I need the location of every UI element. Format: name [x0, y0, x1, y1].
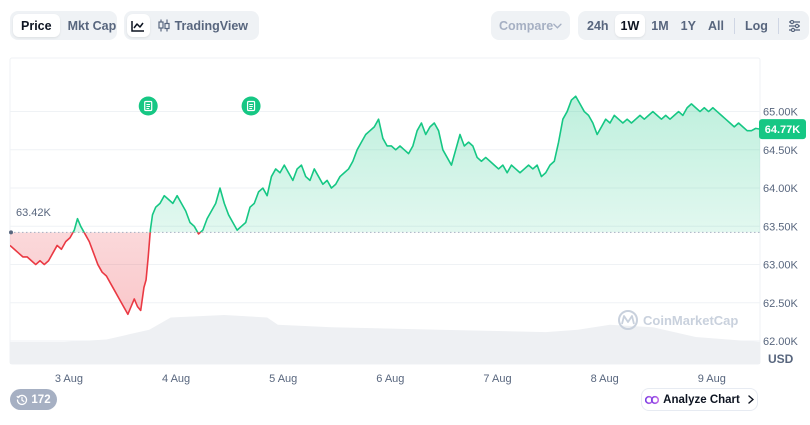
range-1y[interactable]: 1Y: [680, 18, 696, 33]
news-document-icon[interactable]: [138, 96, 158, 116]
settings-sliders-icon: [788, 19, 800, 32]
open-price-baseline: [9, 230, 760, 235]
chevron-down-icon: [553, 23, 562, 29]
toolbar-divider: [733, 17, 735, 34]
y-axis-labels: 65.00K 64.50K 64.00K 63.50K 63.00K 62.50K 62.0…: [763, 107, 799, 348]
views-badge[interactable]: 172: [10, 389, 57, 410]
y-tick-label: 65.00K: [763, 107, 799, 119]
price-area-fills: [10, 96, 760, 315]
settings-button[interactable]: [783, 14, 806, 37]
x-tick-label: 3 Aug: [55, 373, 83, 385]
range-24h[interactable]: 24h: [587, 18, 609, 33]
event-marker-page: [144, 100, 153, 112]
compare-dropdown[interactable]: Compare: [491, 11, 570, 40]
analyze-chart-label: Analyze Chart: [663, 393, 740, 406]
price-chart[interactable]: CoinMarketCap 65.00K 64.50K 64.00K 63.50K 63…: [0, 50, 810, 390]
chart-toolbar: Price Mkt Cap TradingView Compare 24h: [0, 0, 810, 50]
x-axis-labels: 3 Aug 4 Aug 5 Aug 6 Aug 7 Aug 8 Aug 9 Aug: [55, 373, 726, 385]
watermark: CoinMarketCap: [618, 310, 738, 330]
tradingview-label: TradingView: [174, 18, 248, 33]
current-price-text: 64.77K: [765, 124, 801, 136]
event-marker-page: [246, 100, 256, 112]
log-scale-button[interactable]: Log: [744, 18, 768, 33]
toolbar-divider: [777, 17, 779, 34]
compare-label: Compare: [499, 18, 554, 33]
candlestick-icon: [157, 19, 170, 32]
volume-area: [10, 315, 760, 364]
time-range-toggle: 24h 1W 1M 1Y All Log: [578, 11, 809, 40]
y-tick-label: 63.00K: [763, 260, 799, 272]
current-price-badge-bg: [759, 119, 806, 140]
x-tick-label: 7 Aug: [483, 373, 511, 385]
watermark-text: CoinMarketCap: [643, 313, 738, 328]
x-tick-label: 4 Aug: [162, 373, 190, 385]
current-price-badge: 64.77K: [759, 119, 806, 140]
chart-tools-toggle: TradingView: [124, 11, 259, 40]
open-price-label: 63.42K: [16, 207, 52, 219]
event-markers: [138, 96, 261, 116]
news-document-icon[interactable]: [241, 96, 261, 116]
market-cap-tab[interactable]: Mkt Cap: [67, 18, 117, 33]
history-icon: [16, 394, 28, 405]
y-tick-label: 62.00K: [763, 336, 799, 348]
y-tick-label: 64.50K: [763, 145, 799, 157]
y-tick-label: 64.00K: [763, 183, 799, 195]
y-tick-label: 62.50K: [763, 298, 799, 310]
coinmarketcap-logo-icon: [618, 310, 638, 330]
range-all[interactable]: All: [707, 18, 724, 33]
price-line-up: [72, 95, 760, 233]
price-line-down: [10, 232, 202, 316]
x-tick-label: 9 Aug: [698, 373, 726, 385]
analyze-icon: [645, 395, 660, 404]
price-area-above-open: [72, 96, 760, 233]
tradingview-button[interactable]: TradingView: [150, 14, 256, 37]
range-1w[interactable]: 1W: [614, 14, 646, 37]
volume-shape: [10, 315, 760, 364]
chart-type-toggle: Price Mkt Cap: [10, 11, 117, 40]
y-tick-label: 63.50K: [763, 221, 799, 233]
price-lines: [10, 95, 760, 316]
chevron-right-icon: [748, 395, 754, 404]
views-count: 172: [31, 393, 51, 406]
open-price-text: 63.42K: [16, 207, 52, 219]
price-tab[interactable]: Price: [13, 14, 60, 37]
line-chart-icon: [131, 20, 145, 32]
open-price-dot: [9, 230, 13, 235]
x-tick-label: 6 Aug: [376, 373, 404, 385]
line-chart-button[interactable]: [127, 14, 150, 37]
range-1m[interactable]: 1M: [651, 18, 669, 33]
x-tick-label: 5 Aug: [269, 373, 297, 385]
x-tick-label: 8 Aug: [591, 373, 619, 385]
analyze-chart-button[interactable]: Analyze Chart: [641, 388, 758, 411]
currency-label: USD: [768, 352, 794, 366]
